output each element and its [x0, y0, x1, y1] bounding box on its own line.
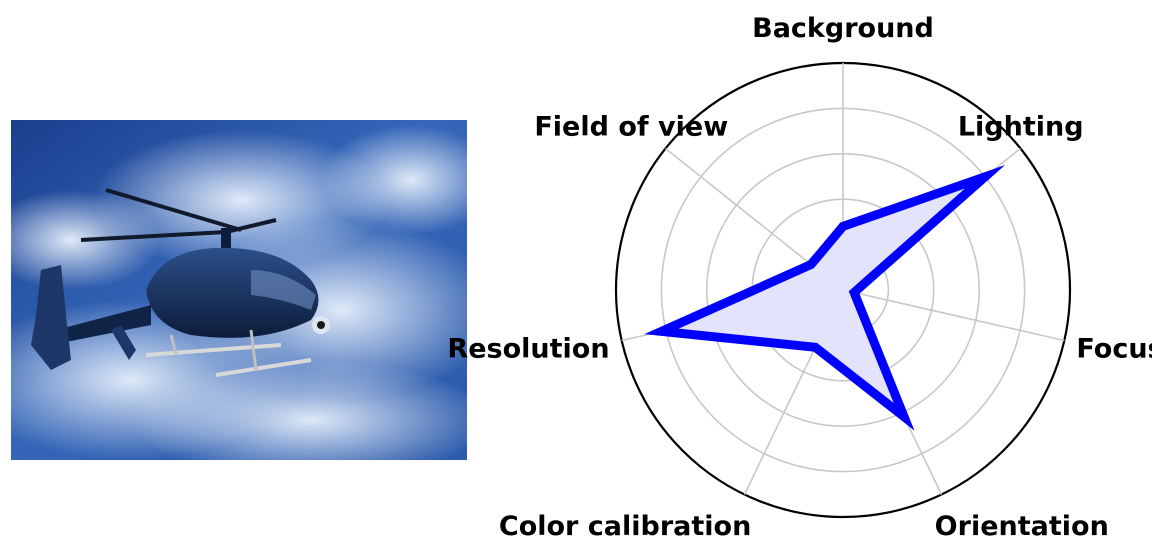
radar-series: [644, 164, 1006, 431]
axis-label-4: Color calibration: [499, 511, 751, 542]
helicopter-icon: [31, 188, 330, 377]
axis-label-6: Field of view: [534, 112, 728, 143]
helicopter-photo: [11, 120, 467, 460]
radar-axis-labels: Background Lighting Focus Orientation Color …: [447, 13, 1152, 542]
axis-label-3: Orientation: [935, 511, 1109, 542]
radar-spoke-2: [842, 289, 1065, 342]
axis-label-2: Focus: [1076, 333, 1152, 364]
axis-label-1: Lighting: [958, 112, 1084, 143]
axis-label-5: Resolution: [447, 333, 609, 364]
axis-label-0: Background: [752, 13, 934, 44]
radar-series-fill-0: [661, 176, 985, 417]
radar-series-line-0: [644, 164, 1006, 431]
